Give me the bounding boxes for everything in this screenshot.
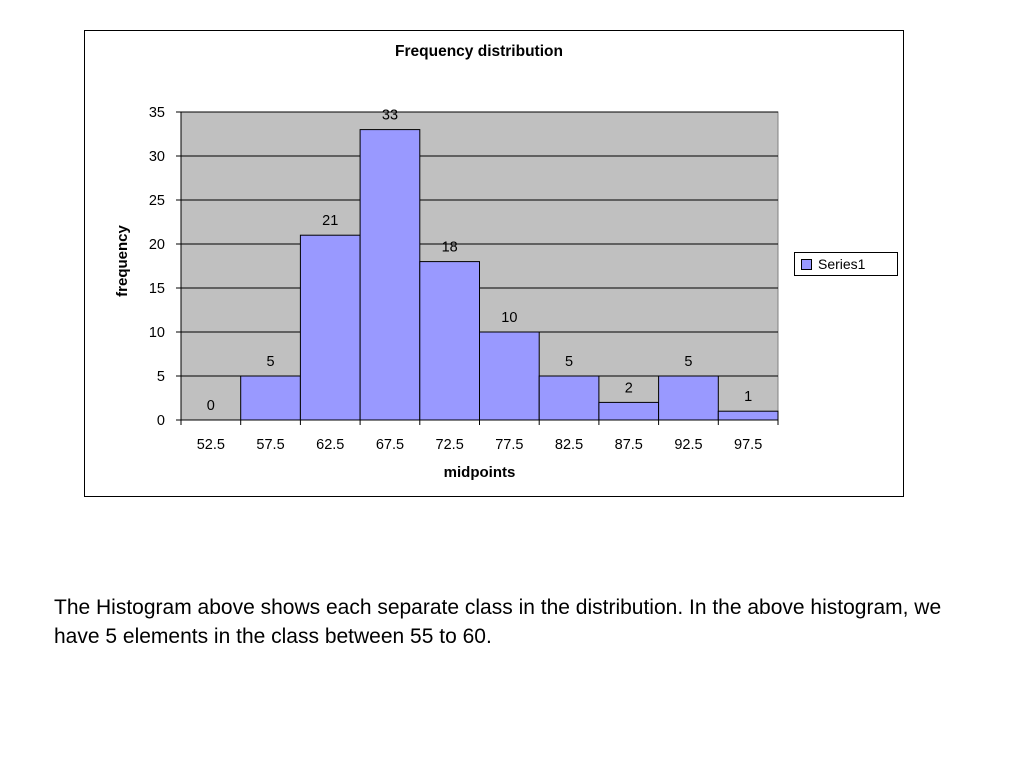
bar [598,401,660,421]
data-label: 18 [442,240,458,256]
y-tick-label: 35 [149,105,165,121]
x-tick-label: 57.5 [256,437,284,453]
bar [240,375,301,421]
y-tick-label: 5 [157,369,165,385]
bar [419,261,480,421]
x-tick-label: 87.5 [615,437,643,453]
x-tick-label: 52.5 [197,437,225,453]
x-tick-label: 72.5 [436,437,464,453]
bar [658,375,719,421]
x-tick-label: 82.5 [555,437,583,453]
bar [299,234,361,421]
x-tick-label: 62.5 [316,437,344,453]
data-label: 21 [322,213,338,229]
data-label: 1 [744,389,752,405]
data-label: 2 [625,380,633,396]
legend-swatch [801,258,812,270]
y-tick-label: 30 [149,149,165,165]
y-tick-label: 0 [157,413,165,429]
x-tick-label: 77.5 [495,437,523,453]
y-axis-title: frequency [114,225,131,297]
bar [717,410,779,421]
data-label: 5 [267,354,275,370]
y-tick-label: 10 [149,325,165,341]
y-tick-label: 15 [149,281,165,297]
bar [359,129,421,421]
data-label: 0 [207,398,215,414]
data-label: 33 [382,108,398,124]
bar [479,331,540,421]
y-tick-label: 25 [149,193,165,209]
chart-title: Frequency distribution [395,43,563,60]
x-axis-title: midpoints [444,464,516,481]
legend-label: Series1 [818,256,866,272]
bar [538,375,600,421]
y-tick-label: 20 [149,237,165,253]
caption-text: The Histogram above shows each separate … [54,596,942,648]
x-tick-label: 67.5 [376,437,404,453]
x-tick-label: 92.5 [674,437,702,453]
data-label: 10 [501,310,517,326]
chart-legend: Series1 [794,252,898,276]
x-tick-label: 97.5 [734,437,762,453]
chart-frame: Frequency distribution 0 5 10 15 20 25 30 35 0 5 2… [84,30,904,497]
data-label: 5 [565,354,573,370]
data-label: 5 [684,354,692,370]
